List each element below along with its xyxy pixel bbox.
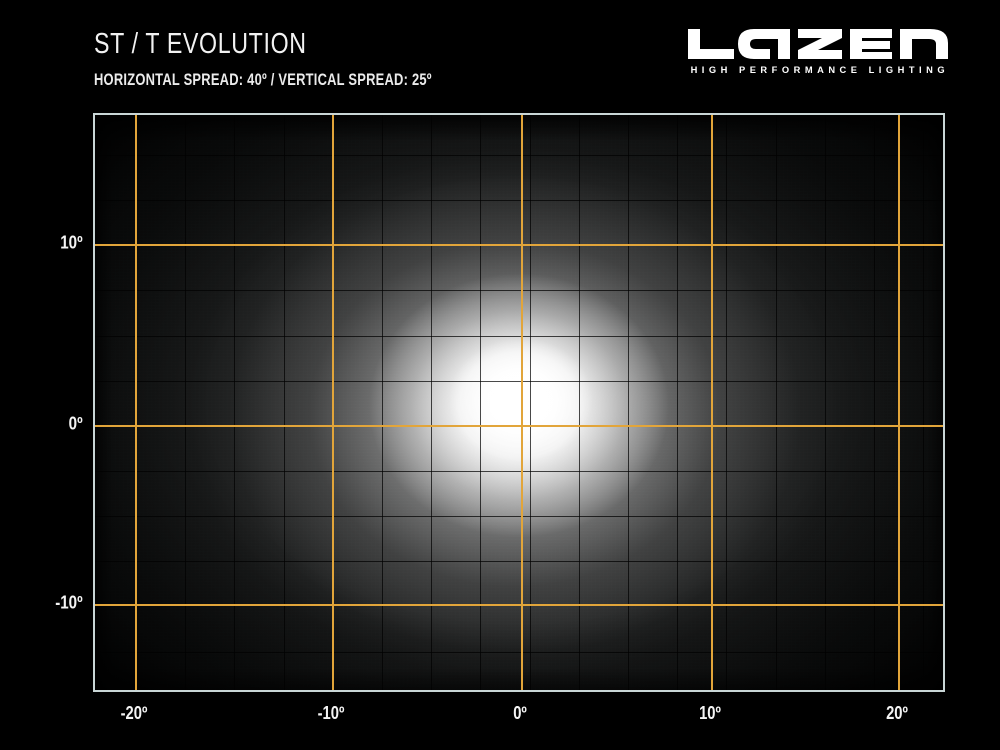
spread-subtitle: HORIZONTAL SPREAD: 40º / VERTICAL SPREAD…: [94, 70, 432, 89]
beam-plot: [93, 113, 945, 692]
y-axis-tick-label: -10º: [55, 592, 83, 613]
header: ST / T EVOLUTION HORIZONTAL SPREAD: 40º …: [0, 0, 1000, 112]
y-axis-tick-label: 0º: [69, 413, 83, 434]
x-axis-tick-label: 0º: [513, 703, 527, 723]
x-axis-tick-label: 10º: [698, 703, 721, 723]
y-axis-tick-label: 10º: [60, 232, 83, 253]
page-title: ST / T EVOLUTION: [94, 28, 307, 60]
lazer-tagline: HIGH PERFORMANCE LIGHTING: [690, 65, 950, 76]
x-axis-tick-label: -20º: [120, 703, 148, 723]
beam-intensity-map: [95, 115, 943, 690]
lazer-wordmark-icon: [688, 29, 948, 59]
x-axis-tick-label: 20º: [886, 703, 909, 723]
x-axis-tick-label: -10º: [317, 703, 345, 723]
lazer-logo: HIGH PERFORMANCE LIGHTING: [686, 27, 948, 79]
